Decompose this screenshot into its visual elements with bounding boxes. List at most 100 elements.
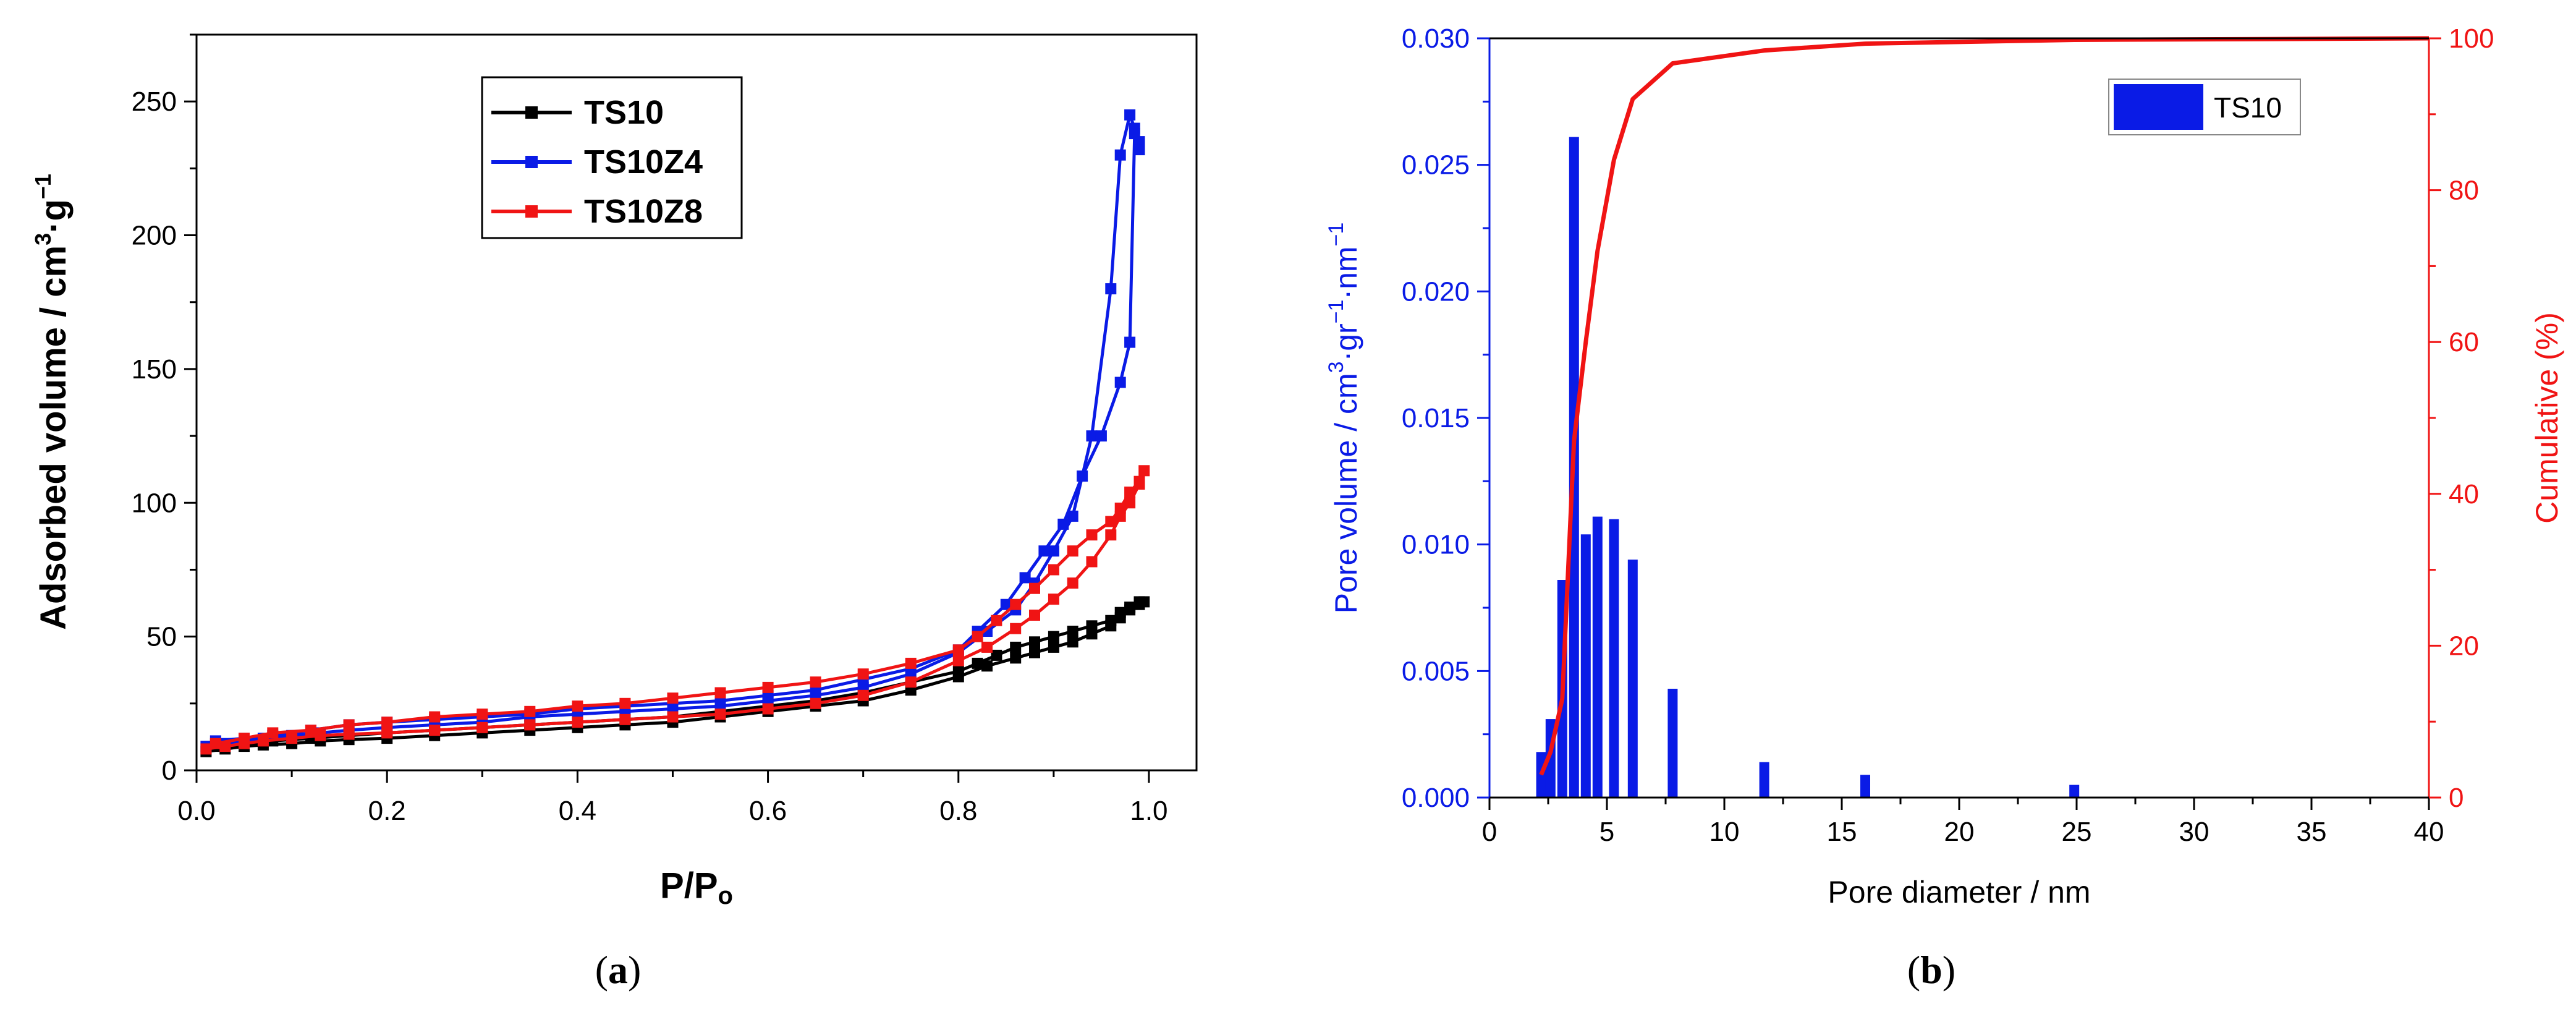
panel-a-y-ticks: 0 50 100 150 200 250 (132, 33, 197, 786)
point-ts10z8-32 (1124, 487, 1136, 498)
point-ts10z8-48 (667, 692, 679, 704)
point-ts10z8-28 (1124, 497, 1136, 509)
b-y-tick-label-4: 0.020 (1402, 276, 1470, 307)
panel-a-caption-letter: a (608, 948, 628, 992)
point-ts10z8-47 (714, 687, 726, 699)
cumulative-curve (1539, 36, 2430, 776)
b-y-tick-label-5: 0.025 (1402, 150, 1470, 181)
b-y-tick-label-3: 0.015 (1402, 403, 1470, 433)
panel-b-y-axis-title-mid1: ·gr (1329, 323, 1363, 361)
b-y-tick-label-6: 0.030 (1402, 23, 1470, 54)
b-y2-tick-label-5: 100 (2449, 23, 2494, 54)
point-ts10z8-22 (1029, 610, 1040, 621)
point-ts10z8-54 (381, 717, 393, 728)
b-x-tick-label-1: 5 (1599, 817, 1614, 847)
point-ts10z8-31 (1133, 475, 1145, 487)
b-x-tick-label-0: 0 (1482, 817, 1497, 847)
bar-9 (1759, 762, 1769, 798)
point-ts10-24 (1067, 636, 1078, 648)
point-ts10z8-43 (905, 657, 917, 669)
legend-marker-ts10 (525, 106, 538, 119)
point-ts10z4-38 (1038, 545, 1050, 557)
point-ts10z8-57 (267, 727, 279, 739)
point-ts10z4-23 (1048, 545, 1059, 557)
panel-a-plot-frame (195, 33, 1198, 772)
point-ts10z8-35 (1086, 529, 1098, 541)
point-ts10-21 (1010, 652, 1022, 664)
panel-b-y-axis-title-sup3: −1 (1324, 223, 1348, 247)
legend-label-ts10-bars: TS10 (2214, 92, 2282, 124)
point-ts10z8-33 (1114, 502, 1126, 514)
b-x-tick-label-3: 15 (1827, 817, 1857, 847)
point-ts10z8-1 (219, 741, 231, 752)
point-ts10z8-3 (257, 735, 269, 747)
point-ts10z8-13 (667, 711, 679, 723)
a-y-tick-label-4: 200 (132, 221, 177, 251)
panel-b-y-axis-title-main: Pore volume / cm (1329, 373, 1363, 613)
point-ts10z8-10 (524, 719, 536, 731)
panel-a-caption: (a) (595, 948, 642, 992)
point-ts10-42 (952, 665, 964, 677)
point-ts10z8-44 (857, 668, 869, 680)
legend-item-ts10z8: TS10Z8 (491, 193, 703, 230)
panel-a-y-axis-title-sup1: 3 (30, 233, 56, 245)
b-x-tick-label-8: 40 (2414, 817, 2444, 847)
point-ts10-32 (1124, 602, 1136, 613)
point-ts10z8-39 (1010, 598, 1022, 610)
point-ts10z4-25 (1086, 430, 1098, 442)
bar-8 (1667, 689, 1678, 798)
panel-a-y-axis-title-main: Adsorbed volume / cm (33, 245, 74, 630)
point-ts10z4-34 (1114, 377, 1126, 388)
panel-b-y2-ticks: 0 20 40 60 80 100 (2429, 23, 2494, 813)
point-ts10z4-28 (1124, 109, 1136, 121)
panel-a-y-axis-title-mid: ·g (33, 199, 74, 233)
point-ts10z8-15 (762, 703, 774, 715)
point-ts10z8-6 (343, 728, 355, 740)
point-ts10z4-27 (1114, 149, 1126, 161)
point-ts10-31 (1133, 596, 1145, 608)
panel-a-y-axis-title: Adsorbed volume / cm3·g−1 (30, 174, 74, 630)
point-ts10z4-26 (1105, 283, 1117, 295)
point-ts10z4-36 (1077, 470, 1088, 482)
panel-b-pore-size-chart: 0 5 10 15 20 25 30 35 40 0.0000.0050.0100.0150.0… (1324, 23, 2564, 992)
panel-b-legend: TS10 (2108, 79, 2301, 135)
point-ts10z8-4 (286, 733, 298, 744)
point-ts10z8-45 (810, 676, 821, 688)
a-x-tick-label-5: 1.0 (1130, 796, 1167, 826)
point-ts10-38 (1029, 636, 1040, 648)
point-ts10-37 (1048, 631, 1059, 642)
bar-5 (1592, 516, 1603, 798)
point-ts10z8-18 (905, 676, 917, 688)
point-ts10z8-12 (619, 713, 631, 725)
a-y-tick-label-5: 250 (132, 87, 177, 117)
point-ts10z4-33 (1124, 336, 1136, 348)
point-ts10z4-24 (1067, 510, 1078, 522)
panel-b-y-axis-title-sup2: −1 (1324, 300, 1348, 324)
panel-b-y-axis-title-sup1: 3 (1324, 361, 1348, 373)
panel-b-caption-letter: b (1920, 948, 1943, 992)
bar-4 (1580, 534, 1591, 798)
point-ts10z8-30 (1138, 465, 1150, 477)
point-ts10z8-42 (952, 644, 964, 656)
panel-a-x-axis-title-main: P/P (660, 866, 718, 906)
a-y-tick-label-1: 50 (146, 622, 177, 652)
point-ts10z8-14 (714, 709, 726, 720)
point-ts10z8-0 (200, 743, 212, 755)
point-ts10z8-9 (477, 722, 488, 733)
point-ts10z8-36 (1067, 545, 1078, 557)
panel-a-x-axis-title: P/Po (660, 866, 733, 909)
panel-b-x-ticks: 0 5 10 15 20 25 30 35 40 (1482, 798, 2444, 847)
b-y2-tick-label-2: 40 (2449, 479, 2479, 509)
panel-a-legend: TS10 TS10Z4 TS10Z8 (481, 76, 743, 239)
a-y-tick-label-0: 0 (162, 756, 177, 786)
bar-7 (1627, 560, 1638, 798)
b-y2-tick-label-0: 0 (2449, 783, 2464, 813)
point-ts10-23 (1048, 641, 1059, 653)
legend-marker-ts10z4 (525, 156, 538, 168)
point-ts10z4-20 (981, 626, 993, 637)
a-y-tick-label-2: 100 (132, 488, 177, 518)
b-x-tick-label-5: 25 (2062, 817, 2092, 847)
legend-marker-ts10z8 (525, 205, 538, 218)
point-ts10z8-55 (343, 719, 355, 731)
point-ts10z4-32 (1129, 128, 1140, 140)
